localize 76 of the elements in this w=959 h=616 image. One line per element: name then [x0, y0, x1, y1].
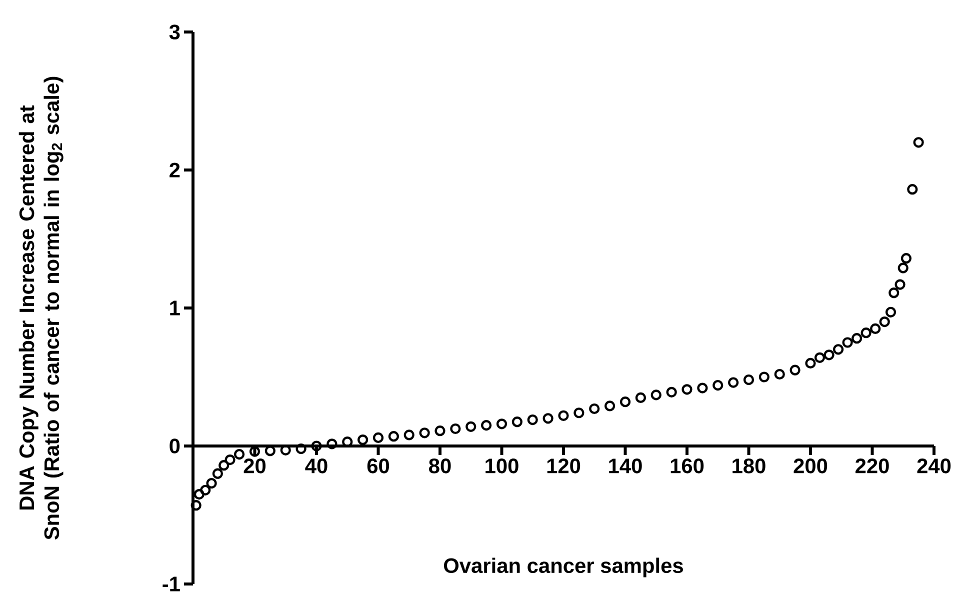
x-tick-label: 40 — [305, 458, 328, 474]
point — [200, 484, 211, 496]
point — [805, 358, 816, 368]
point — [620, 396, 631, 408]
point — [682, 384, 692, 395]
x-tick-label: 140 — [609, 458, 642, 474]
point — [635, 392, 646, 403]
point — [296, 443, 306, 454]
x-tick-label: 60 — [367, 458, 390, 474]
y-tick-label: 2 — [170, 162, 180, 178]
point — [218, 460, 230, 471]
y-tick-label: 0 — [170, 438, 180, 454]
point — [697, 382, 708, 394]
point — [824, 350, 834, 360]
point — [913, 137, 924, 148]
point — [419, 428, 430, 438]
point — [404, 430, 414, 440]
point — [860, 328, 872, 338]
point — [852, 333, 862, 344]
x-axis-title: Ovarian cancer samples — [444, 558, 683, 578]
y-tick-label: 3 — [169, 24, 180, 40]
point — [527, 414, 538, 426]
point — [512, 416, 522, 428]
point — [212, 468, 223, 479]
point — [894, 279, 906, 290]
point — [496, 418, 508, 430]
x-tick-label: 200 — [794, 458, 828, 474]
point — [870, 323, 881, 334]
x-tick-label: 20 — [244, 458, 266, 474]
point — [814, 352, 826, 363]
point — [832, 344, 844, 355]
point — [589, 403, 600, 414]
x-tick-label: 160 — [670, 458, 704, 474]
point — [774, 368, 785, 380]
point — [388, 431, 399, 442]
point — [558, 410, 569, 421]
point — [712, 380, 724, 391]
point — [542, 413, 554, 424]
point — [206, 478, 217, 489]
point — [650, 390, 662, 400]
point — [900, 253, 912, 264]
point — [888, 288, 900, 298]
point — [481, 420, 492, 431]
point — [898, 262, 908, 274]
point — [879, 316, 890, 328]
point — [194, 489, 204, 500]
y-axis-title: DNA Copy Number Increase Centered at SnoN (Ratio of cancer to normal in log$_{2}$ scale) — [18, 76, 64, 540]
point — [450, 423, 461, 434]
point — [326, 438, 338, 450]
point — [234, 448, 245, 460]
point — [224, 454, 236, 466]
point — [758, 372, 770, 382]
x-tick-label: 100 — [486, 458, 518, 474]
x-tick-label: 220 — [856, 458, 889, 474]
point — [434, 426, 446, 436]
y-tick-label: 1 — [170, 300, 180, 316]
x-tick-label: 240 — [917, 458, 951, 474]
point — [907, 184, 918, 195]
point — [790, 364, 800, 376]
point — [372, 432, 384, 444]
x-tick-label: 80 — [429, 458, 451, 474]
point — [743, 374, 754, 386]
point — [842, 337, 853, 348]
point — [666, 386, 677, 398]
y-tick-label: -1 — [162, 576, 180, 592]
point — [728, 377, 739, 388]
point — [249, 446, 260, 457]
point — [574, 408, 584, 418]
point — [885, 306, 896, 318]
point — [358, 434, 368, 446]
x-tick-label: 180 — [732, 458, 766, 474]
point — [190, 500, 202, 511]
x-tick-label: 120 — [547, 458, 580, 474]
point — [466, 421, 476, 432]
point — [311, 440, 322, 452]
point — [604, 400, 616, 412]
